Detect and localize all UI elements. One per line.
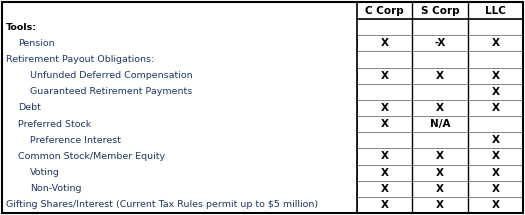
Bar [412,197,468,213]
Text: -X: -X [434,38,446,48]
Text: X: X [491,151,499,161]
Bar [357,197,412,213]
Text: Preference Interest: Preference Interest [30,136,121,145]
Text: X: X [491,38,499,48]
Text: X: X [491,87,499,97]
Text: X: X [381,38,388,48]
Bar [412,164,468,181]
Text: X: X [381,200,388,210]
Text: Tools:: Tools: [6,23,37,32]
Bar [357,68,412,84]
Bar [468,100,523,116]
Bar [357,164,412,181]
Bar [357,100,412,116]
Text: X: X [381,167,388,178]
Bar [412,181,468,197]
Text: X: X [381,184,388,194]
Text: X: X [491,135,499,145]
Bar [357,181,412,197]
Bar [357,148,412,164]
Text: LLC: LLC [485,6,506,15]
Text: N/A: N/A [430,119,450,129]
Text: Non-Voting: Non-Voting [30,184,81,193]
Bar [468,84,523,100]
Text: Preferred Stock: Preferred Stock [18,120,91,129]
Bar [468,148,523,164]
Bar [357,35,412,51]
Text: S Corp: S Corp [421,6,459,15]
Text: X: X [491,167,499,178]
Text: X: X [436,151,444,161]
Text: X: X [381,119,388,129]
Text: X: X [436,71,444,81]
Text: Unfunded Deferred Compensation: Unfunded Deferred Compensation [30,71,193,80]
Text: X: X [436,103,444,113]
Bar [357,116,412,132]
Text: X: X [491,200,499,210]
Bar [412,35,468,51]
Bar [412,68,468,84]
Bar [412,132,468,148]
Bar [468,197,523,213]
Text: X: X [381,71,388,81]
Text: C Corp: C Corp [365,6,404,15]
Bar [468,181,523,197]
Text: X: X [381,103,388,113]
Text: Pension: Pension [18,39,55,48]
Text: X: X [491,184,499,194]
Bar [468,164,523,181]
Text: Retirement Payout Obligations:: Retirement Payout Obligations: [6,55,154,64]
Bar [468,116,523,132]
Bar [468,68,523,84]
Bar [468,35,523,51]
Text: Gifting Shares/Interest (Current Tax Rules permit up to $5 million): Gifting Shares/Interest (Current Tax Rul… [6,200,318,209]
Bar [412,100,468,116]
Bar [357,132,412,148]
Text: Debt: Debt [18,103,41,112]
Text: Voting: Voting [30,168,60,177]
Bar [468,132,523,148]
Text: X: X [436,184,444,194]
Text: Guaranteed Retirement Payments: Guaranteed Retirement Payments [30,87,192,96]
Bar [412,116,468,132]
Text: X: X [491,71,499,81]
Text: Common Stock/Member Equity: Common Stock/Member Equity [18,152,165,161]
Text: X: X [491,103,499,113]
Bar [412,148,468,164]
Bar [357,84,412,100]
Bar [412,84,468,100]
Text: X: X [381,151,388,161]
Text: X: X [436,200,444,210]
Text: X: X [436,167,444,178]
